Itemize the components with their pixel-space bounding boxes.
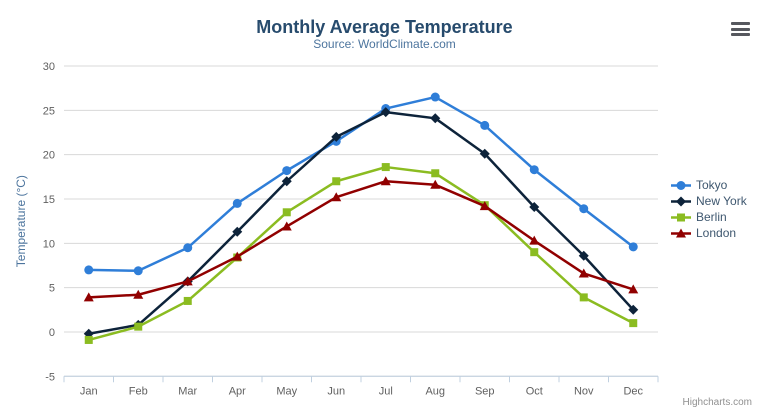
legend: Tokyo New York Berlin London [671,177,747,241]
svg-text:10: 10 [43,238,55,250]
svg-text:25: 25 [43,105,55,117]
legend-item-london[interactable]: London [671,225,747,241]
context-menu-button[interactable] [731,22,750,36]
svg-text:Mar: Mar [178,385,197,397]
series-berlin[interactable] [84,163,638,344]
legend-item-tokyo[interactable]: Tokyo [671,177,747,193]
legend-item-new-york[interactable]: New York [671,193,747,209]
svg-text:May: May [276,385,297,397]
svg-text:Sep: Sep [475,385,495,397]
x-axis [63,375,659,383]
svg-text:Jun: Jun [327,385,345,397]
circle-marker-icon [671,180,691,190]
legend-label: Tokyo [696,178,728,192]
svg-text:5: 5 [49,283,55,295]
svg-text:30: 30 [43,61,55,73]
hamburger-icon [731,27,750,31]
y-gridlines [64,65,658,377]
series-london[interactable] [83,176,639,302]
square-marker-icon [671,213,691,221]
series-new-york[interactable] [83,107,639,339]
legend-label: London [696,226,737,240]
svg-text:Oct: Oct [526,385,543,397]
series-tokyo[interactable] [84,92,638,276]
hamburger-icon [731,33,750,36]
svg-text:Jul: Jul [379,385,393,397]
triangle-marker-icon [671,228,691,237]
legend-label: Berlin [696,210,727,224]
y-axis-labels: -5 0 5 10 15 20 25 30 [43,61,55,383]
diamond-marker-icon [671,196,691,206]
chart-title: Monthly Average Temperature [256,17,513,37]
svg-text:Jan: Jan [80,385,98,397]
hamburger-icon [731,22,750,25]
svg-text:Nov: Nov [574,385,594,397]
svg-text:Feb: Feb [129,385,148,397]
credits-link[interactable]: Highcharts.com [682,397,752,408]
svg-text:Dec: Dec [623,385,643,397]
svg-text:0: 0 [49,327,55,339]
y-axis-title: Temperature (°C) [14,175,28,267]
legend-label: New York [696,194,747,208]
svg-text:Apr: Apr [229,385,246,397]
svg-text:20: 20 [43,150,55,162]
svg-text:-5: -5 [45,371,55,383]
svg-text:Aug: Aug [425,385,445,397]
svg-text:15: 15 [43,194,55,206]
x-axis-labels: Jan Feb Mar Apr May Jun Jul Aug Sep Oct Nov Dec [80,385,644,397]
chart-subtitle: Source: WorldClimate.com [313,37,456,51]
legend-item-berlin[interactable]: Berlin [671,209,747,225]
